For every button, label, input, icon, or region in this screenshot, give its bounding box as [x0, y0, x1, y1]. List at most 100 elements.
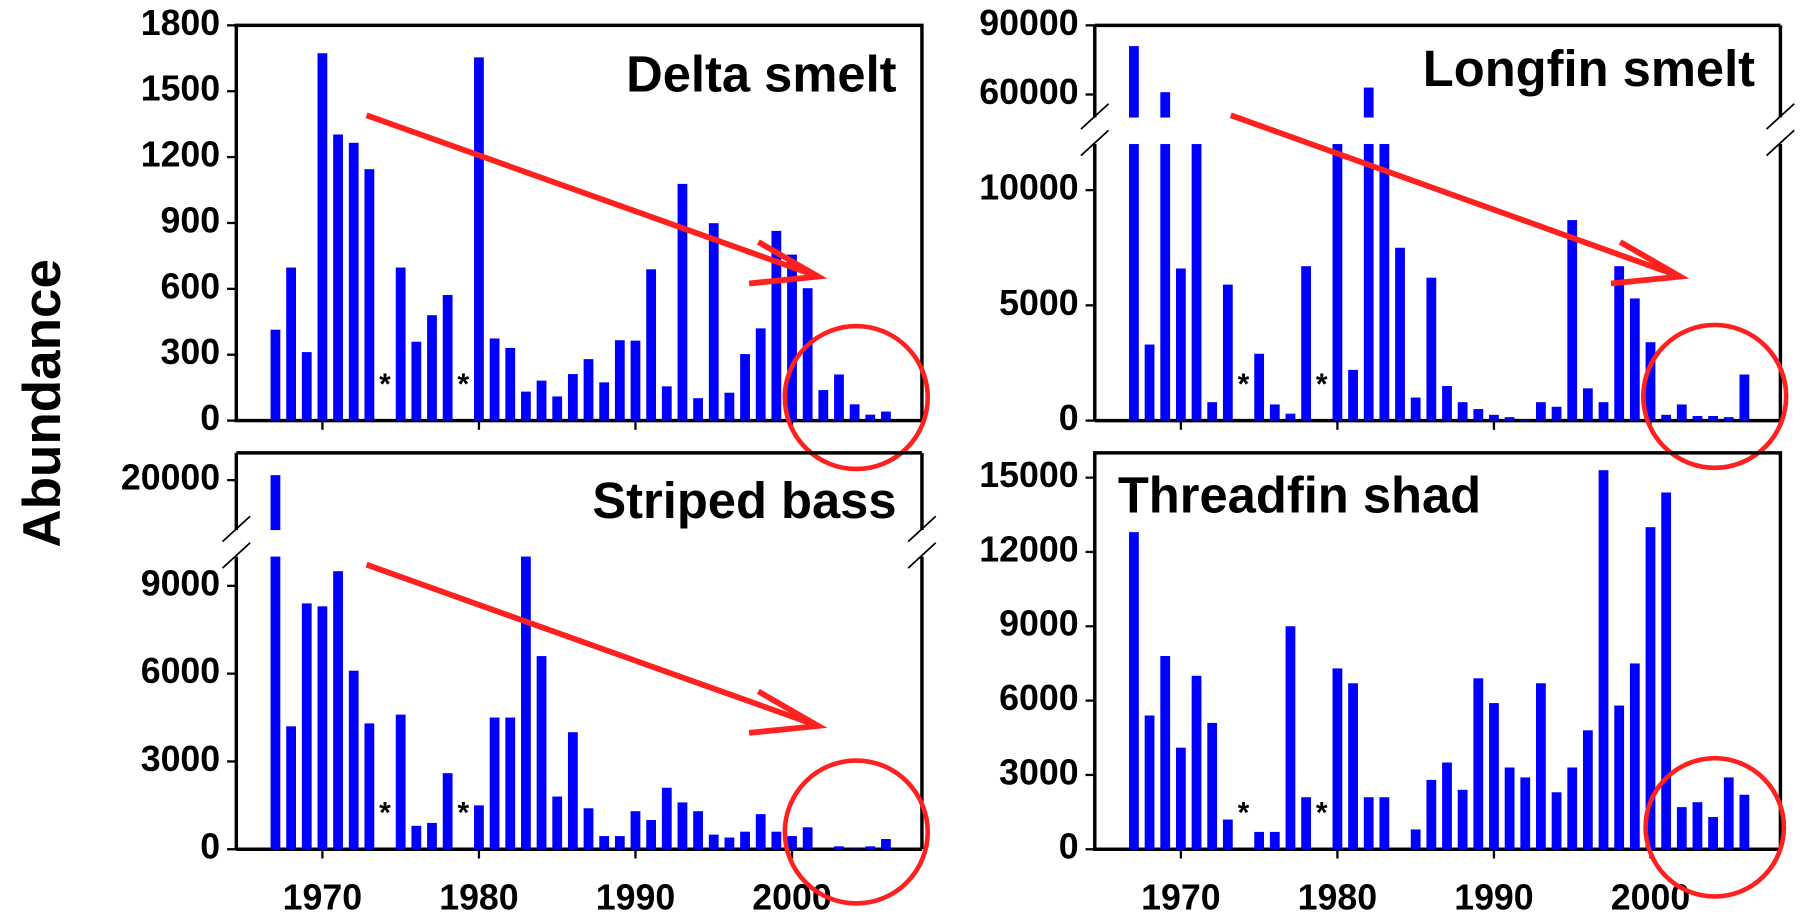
bar: [1285, 626, 1296, 850]
bar: [1457, 402, 1468, 421]
trend-arrowhead: [748, 239, 828, 287]
bar: [1489, 414, 1499, 421]
bar: [333, 134, 343, 421]
missing-year-marker: *: [379, 797, 391, 830]
axis-break: [907, 515, 937, 543]
bar: [1442, 386, 1452, 421]
bar: [1144, 344, 1155, 421]
bar: [771, 831, 782, 850]
missing-year-marker: *: [379, 368, 391, 401]
bar: [1520, 419, 1531, 421]
bar: [1629, 663, 1640, 850]
bar: [1723, 777, 1734, 850]
missing-year-marker: *: [457, 797, 469, 830]
bar: [1567, 767, 1578, 850]
bar: [442, 773, 453, 850]
bar: [646, 269, 657, 421]
y-tick-label: 9000: [999, 604, 1078, 644]
bar: [1473, 409, 1484, 421]
y-tick-label: 9000: [141, 563, 220, 603]
bar: [567, 732, 578, 850]
bar: [1536, 683, 1546, 850]
y-tick-label: 6000: [999, 678, 1078, 718]
bar: [1410, 829, 1421, 850]
highlight-circle: [782, 758, 931, 906]
bar: [395, 714, 406, 850]
missing-year-marker: *: [1316, 797, 1328, 830]
bar: [427, 822, 437, 850]
panel-title: Delta smelt: [626, 46, 897, 103]
trend-arrowhead: [1610, 239, 1690, 287]
trend-arrow: [365, 112, 820, 280]
bar: [270, 556, 281, 850]
bar: [348, 670, 359, 850]
bar: [1567, 220, 1578, 421]
plot-frame: [1093, 451, 1783, 851]
bar: [1207, 402, 1218, 421]
bar: [802, 288, 813, 421]
y-tick-label: 0: [1059, 827, 1079, 867]
bar: [834, 846, 844, 850]
y-tick-label: 20000: [121, 458, 220, 498]
bar: [442, 294, 453, 421]
trend-arrow: [1229, 112, 1682, 280]
y-tick-label: 10000: [979, 168, 1078, 208]
y-tick-label: 0: [200, 398, 220, 438]
bar: [1301, 797, 1312, 850]
bar: [865, 846, 876, 850]
bar: [1676, 807, 1687, 850]
bar: [1254, 831, 1265, 850]
bar: [614, 836, 625, 850]
bar: [1598, 470, 1609, 850]
bar: [583, 359, 594, 421]
bar: [1582, 730, 1593, 850]
bar: [364, 723, 375, 850]
bar: [411, 825, 422, 850]
bar: [1348, 683, 1358, 850]
bar: [818, 390, 829, 421]
bar: [1191, 144, 1202, 421]
bar: [708, 834, 719, 850]
x-tick-label: 2000: [752, 877, 831, 917]
bar: [1489, 703, 1499, 850]
y-tick-label: 300: [161, 332, 221, 372]
x-tick-label: 2000: [1611, 877, 1690, 917]
bar-upper-part: [270, 475, 281, 531]
bar: [1207, 722, 1218, 850]
bar: [646, 819, 657, 850]
x-tick-label: 1970: [283, 877, 362, 917]
bar: [1676, 404, 1687, 421]
bar: [1254, 353, 1265, 421]
bar: [881, 411, 891, 421]
bar: [489, 717, 500, 850]
bar: [614, 340, 625, 421]
axis-break: [221, 515, 251, 543]
y-tick-label: 15000: [979, 455, 1078, 495]
bar: [1692, 802, 1703, 850]
bar: [348, 142, 359, 421]
bar: [333, 571, 343, 850]
y-tick-label: 6000: [141, 651, 220, 691]
axis-break: [1080, 129, 1110, 157]
bar: [724, 837, 735, 850]
bar: [270, 329, 281, 421]
bar-upper-part: [1160, 92, 1171, 118]
bar: [1160, 656, 1171, 850]
bar: [1285, 413, 1296, 421]
bar: [1520, 777, 1531, 850]
bar: [599, 836, 610, 850]
bar: [1379, 144, 1390, 421]
bar: [1191, 675, 1202, 850]
bar: [693, 398, 703, 421]
bar: [1426, 277, 1437, 421]
bar: [1708, 415, 1718, 421]
bar: [755, 328, 766, 421]
bar: [724, 392, 735, 421]
axis-break: [1080, 103, 1110, 130]
bar: [677, 802, 688, 850]
bar: [536, 656, 547, 850]
bar: [1536, 402, 1546, 421]
x-tick-label: 1990: [1454, 877, 1533, 917]
bar: [1348, 369, 1358, 421]
